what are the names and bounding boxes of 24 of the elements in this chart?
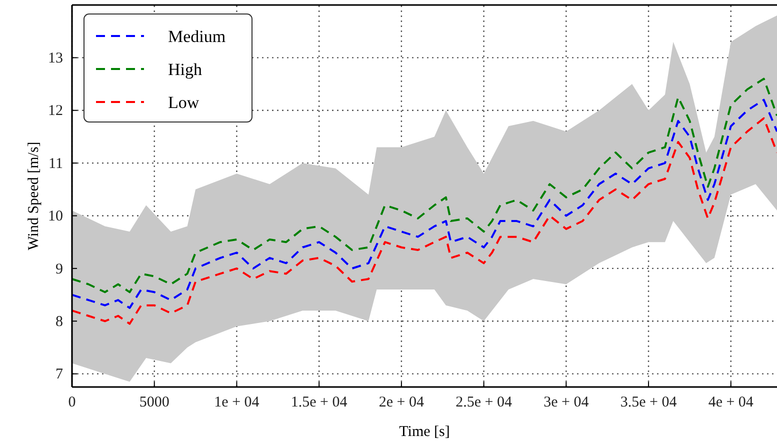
x-tick-label: 3e + 04 — [544, 394, 590, 411]
x-tick-label: 5000 — [139, 394, 170, 411]
legend-label: High — [168, 60, 202, 79]
legend-label: Low — [168, 93, 200, 112]
legend-label: Medium — [168, 27, 226, 46]
y-tick-label: 13 — [48, 50, 63, 66]
line-series — [71, 78, 777, 294]
x-tick-label: 1.5e + 04 — [290, 394, 348, 411]
y-axis-title: Wind Speed [m/s] — [26, 142, 42, 250]
y-tick-label: 9 — [56, 261, 63, 278]
line-series — [71, 117, 777, 325]
x-tick-label: 2e + 04 — [378, 394, 424, 411]
y-tick-label: 12 — [48, 103, 63, 120]
x-tick-label: 3.5e + 04 — [620, 394, 678, 411]
y-tick-label: 7 — [56, 366, 64, 383]
x-tick-label: 2.5e + 04 — [456, 394, 512, 411]
x-tick-label: 1e + 04 — [214, 394, 260, 411]
y-tick-label: 11 — [48, 156, 63, 172]
x-tick-label: 4e + 04 — [708, 394, 754, 411]
y-tick-label: 8 — [56, 314, 63, 330]
y-tick-label: 10 — [48, 208, 63, 225]
x-tick-label: 0 — [68, 394, 76, 411]
line-series — [71, 98, 777, 309]
x-axis-title: Time [s] — [399, 424, 450, 440]
